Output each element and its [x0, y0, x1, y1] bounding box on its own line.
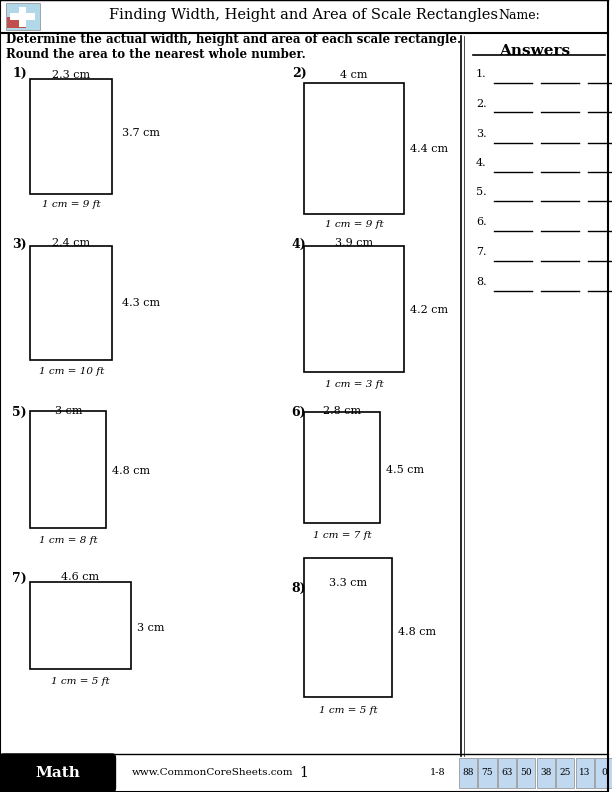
Bar — [517, 758, 536, 788]
Text: 50: 50 — [520, 768, 532, 778]
Text: 4.4 cm: 4.4 cm — [410, 144, 449, 154]
Text: 75: 75 — [482, 768, 493, 778]
Text: 1 cm = 3 ft: 1 cm = 3 ft — [325, 380, 383, 389]
Bar — [7, 17, 26, 28]
Text: 4.5 cm: 4.5 cm — [386, 465, 424, 474]
Text: 1.: 1. — [476, 69, 487, 79]
Text: Answers: Answers — [499, 44, 570, 58]
Text: 1 cm = 8 ft: 1 cm = 8 ft — [39, 536, 98, 545]
Bar — [556, 758, 574, 788]
Text: 5.: 5. — [476, 187, 487, 197]
Text: 0: 0 — [601, 768, 607, 778]
Text: 1 cm = 5 ft: 1 cm = 5 ft — [319, 706, 377, 714]
Text: www.CommonCoreSheets.com: www.CommonCoreSheets.com — [132, 768, 294, 778]
Bar — [19, 6, 26, 27]
Text: 4.: 4. — [476, 158, 487, 168]
Bar — [31, 582, 131, 669]
Text: 13: 13 — [579, 768, 591, 778]
Bar — [304, 246, 404, 372]
Text: 1 cm = 7 ft: 1 cm = 7 ft — [313, 531, 371, 539]
Text: 2.3 cm: 2.3 cm — [53, 70, 91, 80]
Text: 2.8 cm: 2.8 cm — [323, 406, 361, 416]
Text: 3.: 3. — [476, 128, 487, 139]
Bar — [595, 758, 612, 788]
Text: 5): 5) — [12, 406, 27, 418]
Text: 6): 6) — [292, 406, 307, 418]
Text: Determine the actual width, height and area of each scale rectangle.
Round the a: Determine the actual width, height and a… — [6, 33, 461, 61]
Bar — [304, 83, 404, 214]
Text: 4.6 cm: 4.6 cm — [61, 572, 100, 582]
Text: 2.: 2. — [476, 98, 487, 109]
Text: 3.7 cm: 3.7 cm — [122, 128, 160, 138]
Bar — [31, 246, 113, 360]
Text: 7): 7) — [12, 572, 27, 584]
Text: 3 cm: 3 cm — [54, 406, 82, 416]
Text: 4 cm: 4 cm — [340, 70, 368, 80]
Bar — [537, 758, 555, 788]
Text: 88: 88 — [462, 768, 474, 778]
Text: 2): 2) — [292, 67, 307, 80]
Bar — [459, 758, 477, 788]
Bar — [0, 754, 608, 792]
Text: 38: 38 — [540, 768, 551, 778]
Text: 1 cm = 9 ft: 1 cm = 9 ft — [325, 220, 383, 229]
Text: 1 cm = 9 ft: 1 cm = 9 ft — [42, 200, 101, 208]
Bar — [479, 758, 496, 788]
Text: 8): 8) — [292, 582, 307, 595]
Text: 25: 25 — [559, 768, 571, 778]
Text: 63: 63 — [501, 768, 512, 778]
Text: 2.4 cm: 2.4 cm — [53, 238, 91, 248]
Text: 1 cm = 5 ft: 1 cm = 5 ft — [51, 677, 110, 686]
Text: 3): 3) — [12, 238, 27, 250]
Text: 4): 4) — [292, 238, 307, 250]
Text: 1: 1 — [299, 766, 308, 780]
Bar — [498, 758, 516, 788]
Text: 1-8: 1-8 — [430, 768, 446, 778]
Bar — [31, 79, 113, 194]
Text: 7.: 7. — [476, 247, 487, 257]
Text: 4.2 cm: 4.2 cm — [410, 306, 449, 315]
Text: 8.: 8. — [476, 276, 487, 287]
Bar — [10, 13, 35, 20]
Text: Math: Math — [35, 766, 80, 780]
FancyBboxPatch shape — [0, 754, 116, 792]
Text: 6.: 6. — [476, 217, 487, 227]
Text: 3.3 cm: 3.3 cm — [329, 578, 367, 588]
Bar — [0, 0, 608, 33]
Text: 4.3 cm: 4.3 cm — [122, 299, 160, 308]
Text: 3 cm: 3 cm — [136, 623, 164, 633]
Bar — [304, 412, 380, 523]
Text: Name:: Name: — [498, 9, 540, 21]
Bar — [6, 3, 40, 30]
Text: 3.9 cm: 3.9 cm — [335, 238, 373, 248]
Text: 4.8 cm: 4.8 cm — [398, 627, 436, 637]
Bar — [31, 411, 106, 528]
Text: 4.8 cm: 4.8 cm — [113, 466, 151, 476]
Text: 1): 1) — [12, 67, 27, 80]
Bar — [304, 558, 392, 697]
Bar — [575, 758, 594, 788]
Text: Finding Width, Height and Area of Scale Rectangles: Finding Width, Height and Area of Scale … — [110, 8, 498, 22]
Text: 1 cm = 10 ft: 1 cm = 10 ft — [39, 367, 104, 375]
